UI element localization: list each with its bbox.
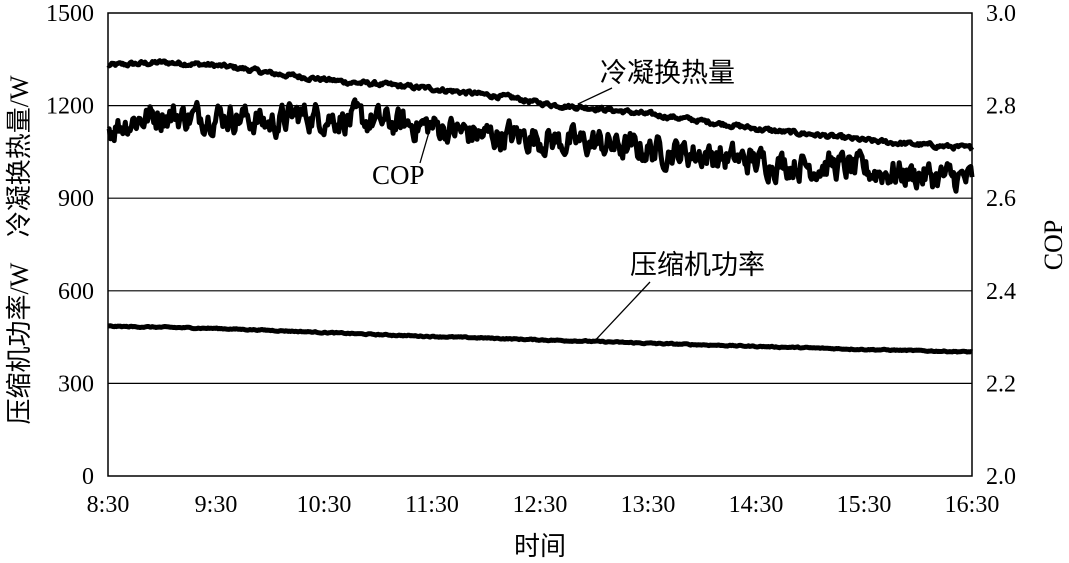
- annotation-label: 冷凝换热量: [600, 58, 735, 88]
- y-right-tick-label: 2.4: [986, 279, 1016, 305]
- y-left-tick-label: 0: [82, 464, 94, 490]
- annotation-label: COP: [372, 160, 425, 190]
- y-left-tick-label: 300: [58, 371, 94, 397]
- series-line: [106, 323, 974, 355]
- y-right-tick-label: 3.0: [986, 1, 1016, 27]
- y-right-tick-label: 2.2: [986, 371, 1016, 397]
- annotation-leader: [593, 281, 651, 343]
- x-tick-label: 11:30: [405, 492, 459, 518]
- annotation-leader: [419, 121, 433, 164]
- x-tick-label: 16:30: [945, 492, 1000, 518]
- y-axis-title-right: COP: [1039, 220, 1068, 271]
- x-axis-title: 时间: [514, 532, 566, 561]
- tick-labels: 8:30 9:30 10:30 11:30 12:30 13:30 14:30 15:30 16…: [46, 1, 1016, 518]
- y-left-tick-label: 1200: [46, 94, 94, 120]
- y-left-tick-label: 600: [58, 279, 94, 305]
- y-left-tick-label: 1500: [46, 1, 94, 27]
- series-group: [106, 58, 975, 355]
- x-tick-label: 13:30: [621, 492, 676, 518]
- y-right-tick-label: 2.8: [986, 94, 1016, 120]
- y-axis-title-left: 压缩机功率/W 冷凝换热量/W: [5, 75, 34, 425]
- x-tick-label: 15:30: [837, 492, 892, 518]
- x-tick-label: 9:30: [195, 492, 238, 518]
- x-tick-label: 8:30: [87, 492, 130, 518]
- y-right-tick-label: 2.0: [986, 464, 1016, 490]
- annotation-leader: [577, 87, 613, 105]
- annotations: 冷凝换热量 COP 压缩机功率: [372, 58, 765, 343]
- y-right-tick-label: 2.6: [986, 186, 1016, 212]
- x-tick-label: 14:30: [729, 492, 784, 518]
- series-line: [106, 58, 975, 152]
- x-tick-label: 12:30: [513, 492, 568, 518]
- plot-frame: [107, 12, 973, 477]
- annotation-label: 压缩机功率: [630, 250, 765, 280]
- series-line: [106, 97, 975, 194]
- x-tick-label: 10:30: [297, 492, 352, 518]
- y-left-tick-label: 900: [58, 186, 94, 212]
